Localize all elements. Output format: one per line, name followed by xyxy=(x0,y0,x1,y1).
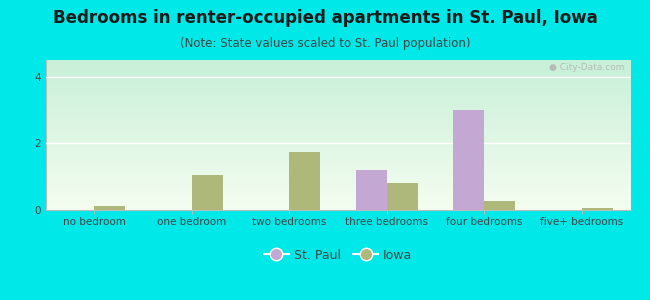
Text: Bedrooms in renter-occupied apartments in St. Paul, Iowa: Bedrooms in renter-occupied apartments i… xyxy=(53,9,597,27)
Bar xyxy=(484,201,515,210)
Bar xyxy=(356,170,387,210)
Bar xyxy=(94,206,125,210)
Legend: St. Paul, Iowa: St. Paul, Iowa xyxy=(259,244,417,267)
Bar xyxy=(192,175,223,210)
Text: (Note: State values scaled to St. Paul population): (Note: State values scaled to St. Paul p… xyxy=(180,38,470,50)
Text: ● City-Data.com: ● City-Data.com xyxy=(549,63,625,72)
Bar xyxy=(453,110,484,210)
Bar xyxy=(582,208,613,210)
Bar xyxy=(289,152,320,210)
Bar xyxy=(387,183,418,210)
